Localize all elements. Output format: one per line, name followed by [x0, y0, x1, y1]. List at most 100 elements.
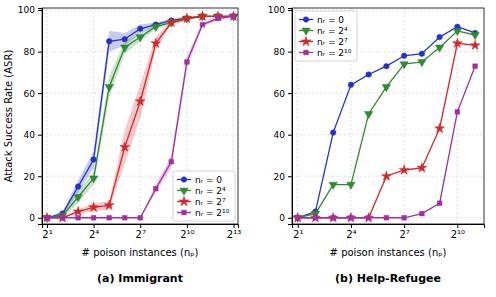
y-tick-label: 0	[29, 213, 35, 223]
x-tick-mark	[457, 224, 458, 228]
series-line	[298, 66, 475, 218]
x-tick-label: 2⁴	[346, 229, 356, 240]
y-axis-title: Attack Success Rate (ASR)	[3, 50, 14, 183]
y-tick-label: 40	[274, 130, 286, 140]
marker	[89, 202, 99, 211]
x-tick-label: 2¹	[293, 229, 303, 240]
marker	[384, 63, 390, 69]
panel-title: (b) Help-Refugee	[335, 272, 441, 285]
y-axis-line	[38, 9, 43, 225]
y-tick-mark	[288, 176, 292, 177]
legend-marker	[303, 17, 309, 23]
legend-label: nᵣ = 2⁴	[195, 186, 226, 196]
marker	[231, 14, 237, 20]
marker	[138, 26, 144, 32]
y-tick-mark	[288, 93, 292, 94]
y-tick: 100	[18, 5, 42, 15]
grid-line-x	[47, 8, 48, 224]
marker	[105, 85, 113, 92]
marker	[453, 28, 461, 35]
marker	[349, 215, 354, 220]
y-tick-label: 40	[24, 130, 36, 140]
x-tick-label: 2¹⁰	[451, 229, 465, 240]
marker	[135, 96, 145, 105]
marker	[200, 22, 205, 27]
legend-marker	[181, 177, 187, 183]
marker	[185, 60, 190, 65]
x-tick-label: 2¹	[42, 229, 52, 240]
marker	[76, 215, 81, 220]
marker	[122, 215, 127, 220]
y-tick-mark	[288, 10, 292, 11]
x-tick: 2⁷	[136, 224, 146, 240]
legend: nᵣ = 0nᵣ = 2⁴nᵣ = 2⁷nᵣ = 2¹⁰	[173, 171, 235, 221]
marker	[91, 215, 96, 220]
marker	[400, 62, 408, 69]
x-tick: 2¹⁰	[451, 224, 465, 240]
y-tick-mark	[38, 52, 42, 53]
marker	[437, 34, 443, 40]
x-tick-label: 2¹³	[227, 229, 241, 240]
legend-label: nᵣ = 2⁷	[317, 37, 348, 47]
x-tick-mark	[140, 224, 141, 228]
x-axis-title: # poison instances (nₚ)	[330, 247, 447, 258]
x-axis-line	[293, 225, 485, 229]
x-tick: 2¹⁰	[180, 224, 194, 240]
marker	[151, 38, 161, 47]
marker	[89, 176, 97, 183]
marker	[106, 38, 112, 44]
error-band	[47, 16, 234, 217]
marker	[418, 60, 426, 67]
x-tick: 2⁴	[89, 224, 99, 240]
legend-label: nᵣ = 2⁷	[195, 197, 226, 207]
x-tick: 2¹³	[227, 224, 241, 240]
y-axis: 020406080100	[268, 5, 293, 224]
marker	[60, 215, 65, 220]
legend-label: nᵣ = 2¹⁰	[317, 48, 352, 58]
marker	[470, 40, 480, 49]
grid-line-x	[93, 8, 94, 224]
y-tick-label: 100	[18, 5, 35, 15]
y-tick-mark	[38, 10, 42, 11]
marker	[420, 211, 425, 216]
marker	[138, 215, 143, 220]
series-line	[298, 27, 475, 218]
series-line	[47, 16, 234, 217]
marker	[169, 159, 174, 164]
marker	[313, 215, 318, 220]
legend-label: nᵣ = 0	[317, 15, 344, 25]
marker	[435, 45, 443, 52]
marker	[295, 215, 300, 220]
marker	[121, 45, 129, 52]
error-band	[47, 16, 234, 217]
x-tick: 2⁷	[399, 224, 409, 240]
marker	[198, 11, 208, 20]
figure: 2¹ 2⁴ 2⁷ 2¹⁰ 2¹³ 020406080100 # poison instanc…	[0, 0, 496, 297]
y-tick: 80	[24, 47, 42, 57]
y-tick-label: 80	[24, 47, 36, 57]
marker	[452, 38, 462, 47]
x-tick-mark	[351, 224, 352, 228]
grid-line-y	[42, 134, 238, 135]
x-tick-mark	[94, 224, 95, 228]
x-tick-label: 2¹⁰	[180, 229, 194, 240]
legend-marker	[179, 196, 189, 205]
x-tick-mark	[298, 224, 299, 228]
x-tick-label: 2⁴	[89, 229, 99, 240]
y-tick-mark	[38, 93, 42, 94]
plot-area	[42, 11, 238, 222]
legend: nᵣ = 0nᵣ = 2⁴nᵣ = 2⁷nᵣ = 2¹⁰	[295, 11, 357, 61]
x-axis-line	[43, 225, 239, 229]
marker	[471, 33, 479, 40]
grid-line-y	[292, 93, 484, 94]
series-line	[298, 43, 475, 217]
marker	[136, 35, 144, 42]
y-tick-mark	[38, 135, 42, 136]
x-tick-mark	[234, 224, 235, 228]
marker	[331, 215, 336, 220]
legend-label: nᵣ = 2¹⁰	[195, 208, 230, 218]
y-tick: 100	[268, 5, 292, 15]
y-tick-label: 20	[24, 172, 36, 182]
marker	[417, 163, 427, 172]
marker	[44, 215, 50, 221]
